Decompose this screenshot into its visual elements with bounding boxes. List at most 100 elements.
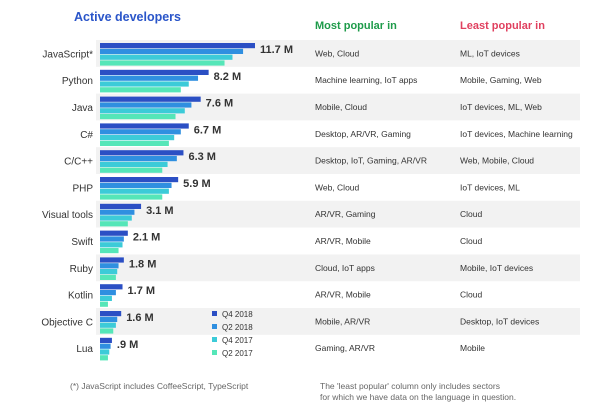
bar-q4-2017 <box>100 349 110 355</box>
bar-q4-2018 <box>100 203 142 209</box>
value-label: 7.6 M <box>206 98 234 110</box>
bar-q2-2017 <box>100 140 169 146</box>
least-popular-cell: Cloud <box>460 236 482 246</box>
category-label: Lua <box>76 344 93 355</box>
bar-q2-2017 <box>100 87 181 93</box>
most-popular-cell: AR/VR, Mobile <box>315 236 371 246</box>
bar-q2-2018 <box>100 75 199 81</box>
value-label: 11.7 M <box>260 44 293 56</box>
bar-q2-2017 <box>100 248 119 254</box>
bar-q2-2017 <box>100 221 128 227</box>
most-popular-cell: Mobile, Cloud <box>315 102 367 112</box>
value-label: .9 M <box>117 339 138 351</box>
category-label: Objective C <box>41 317 93 328</box>
most-popular-cell: Desktop, AR/VR, Gaming <box>315 129 411 139</box>
bar-q2-2018 <box>100 102 192 108</box>
bar-q2-2018 <box>100 48 244 54</box>
legend-swatch <box>212 350 217 355</box>
bar-q2-2018 <box>100 343 111 349</box>
bar-q4-2017 <box>100 215 132 221</box>
legend-label: Q4 2018 <box>222 310 253 319</box>
chart-title: Active developers <box>74 10 181 24</box>
most-popular-cell: Web, Cloud <box>315 182 360 192</box>
value-label: 3.1 M <box>146 205 174 217</box>
bar-q2-2017 <box>100 167 163 173</box>
row-band <box>96 254 580 282</box>
value-label: 6.3 M <box>188 151 216 163</box>
value-label: 1.7 M <box>128 285 156 297</box>
category-label: Kotlin <box>68 291 93 302</box>
bar-q2-2018 <box>100 129 181 135</box>
note-line-2: for which we have data on the language i… <box>320 392 517 402</box>
bar-q2-2018 <box>100 290 116 296</box>
value-label: 6.7 M <box>194 124 222 136</box>
note-line-1: The 'least popular' column only includes… <box>320 381 500 391</box>
bar-q4-2017 <box>100 188 169 194</box>
bar-q2-2018 <box>100 316 118 322</box>
bar-q4-2017 <box>100 81 189 87</box>
least-popular-cell: ML, IoT devices <box>460 48 520 58</box>
most-popular-cell: Mobile, AR/VR <box>315 316 370 326</box>
bar-q4-2018 <box>100 177 179 183</box>
most-popular-cell: Web, Cloud <box>315 48 360 58</box>
bar-q2-2018 <box>100 263 119 269</box>
bar-q4-2018 <box>100 43 255 49</box>
bar-q2-2017 <box>100 114 176 120</box>
bar-q2-2018 <box>100 209 135 215</box>
category-label: Swift <box>71 237 93 248</box>
category-label: PHP <box>72 183 93 194</box>
legend-label: Q4 2017 <box>222 336 253 345</box>
value-label: 5.9 M <box>183 178 211 190</box>
bar-q2-2018 <box>100 156 177 162</box>
value-label: 1.8 M <box>129 258 157 270</box>
bar-q4-2017 <box>100 242 123 248</box>
value-label: 2.1 M <box>133 232 161 244</box>
bar-q4-2017 <box>100 295 112 301</box>
most-popular-cell: AR/VR, Gaming <box>315 209 376 219</box>
bar-q2-2018 <box>100 236 124 242</box>
bar-q4-2018 <box>100 257 124 263</box>
legend-swatch <box>212 311 217 316</box>
most-popular-cell: Cloud, IoT apps <box>315 263 375 273</box>
category-label: JavaScript* <box>42 49 93 60</box>
bar-q4-2018 <box>100 150 184 156</box>
most-popular-cell: Gaming, AR/VR <box>315 343 375 353</box>
least-popular-cell: Mobile <box>460 343 485 353</box>
bar-q4-2017 <box>100 161 168 167</box>
bar-q2-2017 <box>100 355 108 361</box>
bar-q4-2017 <box>100 322 116 328</box>
category-label: Visual tools <box>42 210 93 221</box>
bar-q4-2018 <box>100 230 128 236</box>
bar-q4-2018 <box>100 311 122 317</box>
least-popular-cell: Cloud <box>460 290 482 300</box>
bar-q2-2018 <box>100 182 172 188</box>
bar-q2-2017 <box>100 274 116 280</box>
legend-label: Q2 2018 <box>222 323 253 332</box>
category-label: Java <box>72 103 94 114</box>
footnote: (*) JavaScript includes CoffeeScript, Ty… <box>70 381 249 391</box>
bar-q2-2017 <box>100 194 163 200</box>
least-popular-cell: Cloud <box>460 209 482 219</box>
least-popular-cell: IoT devices, ML, Web <box>460 102 542 112</box>
least-popular-cell: IoT devices, ML <box>460 182 520 192</box>
row-band <box>96 200 580 228</box>
value-label: 8.2 M <box>214 71 242 83</box>
least-popular-cell: Mobile, IoT devices <box>460 263 533 273</box>
bar-q4-2017 <box>100 54 233 60</box>
bar-q2-2017 <box>100 328 114 334</box>
least-popular-cell: Web, Mobile, Cloud <box>460 156 534 166</box>
bar-q4-2018 <box>100 284 123 290</box>
most-popular-cell: Machine learning, IoT apps <box>315 75 417 85</box>
legend-swatch <box>212 337 217 342</box>
least-popular-cell: IoT devices, Machine learning <box>460 129 573 139</box>
least-popular-note: The 'least popular' column only includes… <box>320 381 570 403</box>
most-popular-header: Most popular in <box>315 20 397 32</box>
row-band <box>96 308 580 335</box>
bar-q4-2017 <box>100 269 118 275</box>
least-popular-cell: Desktop, IoT devices <box>460 316 539 326</box>
least-popular-cell: Mobile, Gaming, Web <box>460 75 542 85</box>
bar-q2-2017 <box>100 60 225 66</box>
bar-q4-2017 <box>100 108 185 114</box>
